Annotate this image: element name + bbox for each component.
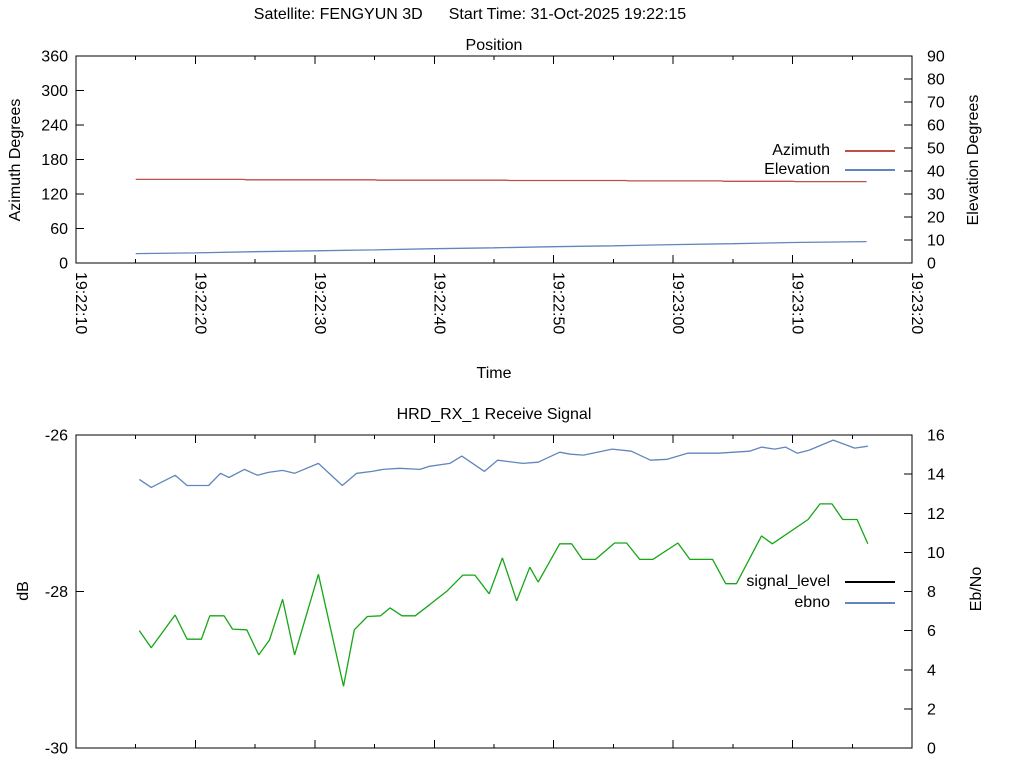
chart2-title: HRD_RX_1 Receive Signal (396, 406, 592, 423)
legend-label-signal-level: signal_level (746, 572, 830, 590)
series-ebno (138, 439, 868, 488)
tick-labels: -26 -28 -30 0 2 4 6 8 10 12 14 16 (45, 428, 945, 758)
x-tick-label: 19:23:00 (669, 272, 686, 334)
legend-row-signal-level: signal_level (746, 571, 895, 592)
chart1-right-axis-label: Elevation Degrees (965, 94, 982, 226)
chart1-title: Position (465, 37, 523, 54)
legend-label-azimuth: Azimuth (772, 141, 830, 159)
x-tick-label: 19:22:20 (191, 272, 208, 334)
x-tick-label: 19:22:10 (72, 272, 89, 334)
y-right-tick-label: 0 (927, 741, 936, 758)
legend-line-signal-level (845, 580, 895, 583)
x-tick-label: 19:22:30 (311, 272, 328, 334)
legend-row-ebno: ebno (746, 592, 895, 613)
y-right-tick-label: 30 (927, 187, 945, 204)
legend-label-elevation: Elevation (764, 160, 830, 178)
y-left-tick-label: 300 (41, 83, 68, 100)
y-right-tick-label: 8 (927, 584, 936, 601)
y-right-tick-label: 0 (927, 256, 936, 273)
chart1-left-axis-label: Azimuth Degrees (7, 98, 24, 222)
chart2-legend: signal_level ebno (746, 571, 895, 613)
legend-label-ebno: ebno (794, 593, 830, 611)
series-Azimuth (135, 178, 867, 183)
y-left-tick-label: 0 (59, 256, 68, 273)
x-tick-label: 19:23:10 (789, 272, 806, 334)
tick-labels: 19:22:10 19:22:20 19:22:30 19:22:40 19:22:50… (41, 49, 945, 335)
start-time-label: Start Time: 31-Oct-2025 19:22:15 (448, 6, 687, 23)
y-right-tick-label: 4 (927, 662, 936, 679)
y-left-tick-label: -30 (45, 741, 68, 758)
legend-line-ebno (845, 601, 895, 604)
x-tick-label: 19:22:40 (430, 272, 447, 334)
y-right-tick-label: 80 (927, 72, 945, 89)
legend-line-azimuth (845, 149, 895, 152)
series-signal_level (138, 503, 869, 687)
y-left-tick-label: -26 (45, 428, 68, 445)
chart1-legend: Azimuth Elevation (764, 141, 895, 179)
tick-marks (75, 55, 913, 264)
main-title: Satellite: FENGYUN 3D Start Time: 31-Oct… (0, 6, 940, 24)
y-right-tick-label: 50 (927, 141, 945, 158)
y-right-tick-label: 2 (927, 701, 936, 718)
x-tick-label: 19:22:50 (550, 272, 567, 334)
y-left-tick-label: 120 (41, 187, 68, 204)
y-right-tick-label: 16 (927, 428, 945, 445)
y-right-tick-label: 70 (927, 95, 945, 112)
chart2-right-axis-label: Eb/No (968, 566, 985, 612)
y-right-tick-label: 12 (927, 506, 945, 523)
y-right-tick-label: 20 (927, 210, 945, 227)
y-right-tick-label: 10 (927, 233, 945, 250)
legend-line-elevation (845, 168, 895, 171)
x-tick-label: 19:23:20 (908, 272, 925, 334)
y-right-tick-label: 60 (927, 118, 945, 135)
y-left-tick-label: 180 (41, 152, 68, 169)
y-left-tick-label: 240 (41, 118, 68, 135)
y-right-tick-label: 14 (927, 467, 945, 484)
y-right-tick-label: 40 (927, 164, 945, 181)
y-right-tick-label: 90 (927, 49, 945, 66)
series-Elevation (135, 240, 867, 255)
chart-2: -26 -28 -30 0 2 4 6 8 10 12 14 16 (45, 428, 945, 758)
chart2-left-axis-label: dB (15, 581, 32, 601)
chart-1: 19:22:10 19:22:20 19:22:30 19:22:40 19:22:50… (41, 49, 945, 335)
chart1-x-axis-label: Time (476, 365, 512, 382)
satellite-label: Satellite: FENGYUN 3D (253, 6, 423, 23)
legend-row-azimuth: Azimuth (764, 141, 895, 160)
y-left-tick-label: 360 (41, 49, 68, 66)
y-left-tick-label: -28 (45, 584, 68, 601)
legend-row-elevation: Elevation (764, 160, 895, 179)
y-left-tick-label: 60 (50, 221, 68, 238)
y-right-tick-label: 6 (927, 623, 936, 640)
y-right-tick-label: 10 (927, 545, 945, 562)
tick-marks (75, 434, 913, 749)
